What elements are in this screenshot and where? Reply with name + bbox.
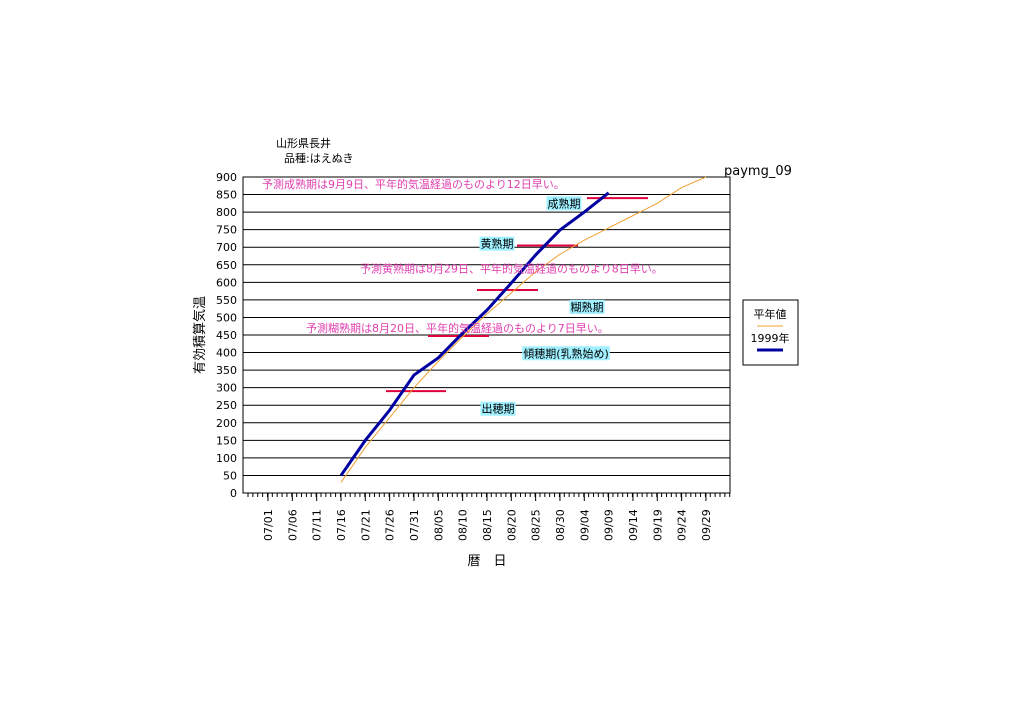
- chart-code: paymg_09: [724, 164, 792, 179]
- stage-label: 成熟期: [548, 196, 581, 210]
- x-tick-label: 08/05: [432, 509, 445, 541]
- x-tick-label: 07/01: [262, 509, 275, 541]
- y-tick-label: 150: [216, 434, 237, 447]
- stage-label: 傾穂期(乳熟始め): [523, 346, 609, 360]
- y-tick-label: 450: [216, 329, 237, 342]
- x-tick-label: 07/21: [359, 509, 372, 541]
- stage-label: 黄熟期: [481, 237, 514, 251]
- x-tick-label: 09/14: [627, 509, 640, 541]
- y-tick-label: 500: [216, 311, 237, 324]
- stage-label: 糊熟期: [571, 300, 604, 314]
- stage-label-bg: [546, 196, 582, 211]
- x-tick-label: 07/11: [311, 509, 324, 541]
- annotation: 予測糊熟期は8月20日、平年的気温経過のものより7日早い。: [306, 321, 609, 335]
- x-tick-label: 09/09: [603, 509, 616, 541]
- x-tick-label: 07/06: [286, 509, 299, 541]
- stage-label-bg: [522, 346, 610, 361]
- legend-label: 1999年: [751, 331, 790, 345]
- legend-label: 平年値: [754, 307, 787, 321]
- chart-title: 山形県長井: [276, 136, 331, 150]
- series-line: [340, 176, 707, 483]
- chart-subtitle: 品種:はえぬき: [284, 151, 354, 165]
- y-tick-label: 650: [216, 259, 237, 272]
- stage-label-bg: [480, 401, 516, 416]
- annotation: 予測黄熟期は8月29日、平年的気温経過のものより8日早い。: [360, 261, 663, 275]
- x-tick-label: 09/29: [700, 509, 713, 541]
- x-tick-label: 08/30: [554, 509, 567, 541]
- y-tick-label: 100: [216, 452, 237, 465]
- series-line: [339, 191, 610, 477]
- y-tick-label: 350: [216, 364, 237, 377]
- stage-label-bg: [479, 236, 515, 251]
- stage-label-bg: [569, 299, 605, 314]
- y-tick-label: 200: [216, 417, 237, 430]
- annotation: 予測成熟期は9月9日、平年的気温経過のものより12日早い。: [262, 177, 565, 191]
- y-tick-label: 700: [216, 241, 237, 254]
- stage-label: 出穂期: [482, 402, 515, 416]
- x-tick-label: 09/19: [651, 509, 664, 541]
- y-axis-label: 有効積算気温: [192, 296, 208, 374]
- y-tick-label: 750: [216, 224, 237, 237]
- x-tick-label: 07/31: [408, 509, 421, 541]
- y-tick-label: 250: [216, 399, 237, 412]
- y-tick-label: 0: [230, 487, 237, 500]
- x-tick-label: 07/26: [384, 509, 397, 541]
- y-tick-label: 900: [216, 171, 237, 184]
- legend-box: [742, 299, 799, 366]
- y-tick-label: 600: [216, 276, 237, 289]
- x-tick-label: 08/10: [457, 509, 470, 541]
- x-tick-label: 09/24: [676, 509, 689, 541]
- x-tick-label: 08/25: [530, 509, 543, 541]
- y-tick-label: 400: [216, 347, 237, 360]
- y-tick-label: 50: [223, 469, 237, 482]
- x-tick-label: 08/15: [481, 509, 494, 541]
- y-tick-label: 800: [216, 206, 237, 219]
- y-tick-label: 850: [216, 189, 237, 202]
- y-tick-label: 300: [216, 382, 237, 395]
- x-tick-label: 08/20: [505, 509, 518, 541]
- x-tick-label: 07/16: [335, 509, 348, 541]
- x-tick-label: 09/04: [578, 509, 591, 541]
- y-tick-label: 550: [216, 294, 237, 307]
- x-axis-label: 暦 日: [467, 554, 506, 569]
